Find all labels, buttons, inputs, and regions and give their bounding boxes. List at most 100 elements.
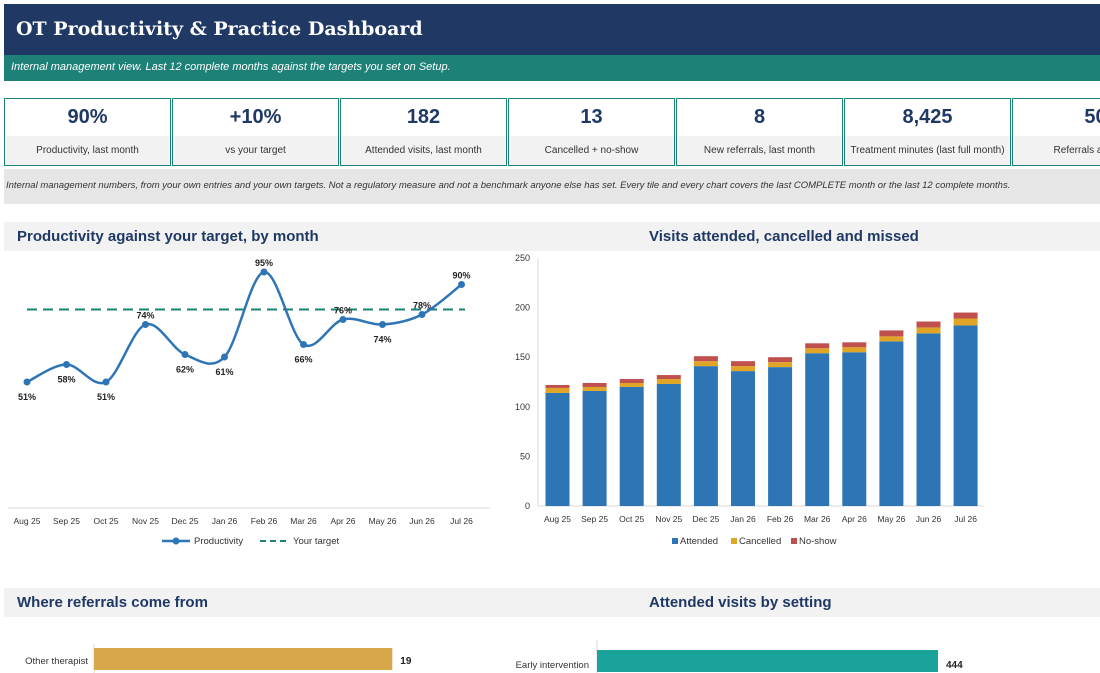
setting-bar xyxy=(597,650,938,672)
x-tick-label: Nov 25 xyxy=(655,514,682,524)
page-subtitle: Internal management view. Last 12 comple… xyxy=(11,61,451,73)
kpi-label: vs your target xyxy=(173,136,338,165)
referral-bar xyxy=(94,648,393,670)
data-label: 58% xyxy=(57,375,75,385)
kpi-value: 90% xyxy=(67,106,108,128)
legend-label: Attended xyxy=(680,536,718,547)
kpi-tiles: 90% Productivity, last month +10% vs you… xyxy=(4,98,1100,168)
kpi-value: 8 xyxy=(753,106,766,128)
x-tick-label: Nov 25 xyxy=(132,516,159,526)
bar-cancelled xyxy=(953,318,978,326)
bar-noshow xyxy=(805,343,830,349)
kpi-value: 13 xyxy=(580,106,603,128)
subtitle-bar: Internal management view. Last 12 comple… xyxy=(4,55,1100,81)
x-tick-label: Oct 25 xyxy=(93,516,118,526)
x-tick-label: Aug 25 xyxy=(544,514,571,524)
bar-cancelled xyxy=(731,366,755,372)
section-header-charts: Productivity against your target, by mon… xyxy=(4,222,1100,251)
x-tick-label: Dec 25 xyxy=(172,516,199,526)
kpi-value: 182 xyxy=(406,106,441,128)
bar-attended xyxy=(656,383,681,506)
bar-attended xyxy=(545,392,570,506)
bar-cancelled xyxy=(879,336,904,342)
data-label: 62% xyxy=(176,365,194,375)
data-label: 66% xyxy=(294,355,312,365)
bar-attended xyxy=(916,333,941,506)
bar-cancelled xyxy=(582,386,607,391)
bar-noshow xyxy=(731,361,755,367)
category-label: Other therapist xyxy=(25,656,88,667)
bar-noshow xyxy=(619,379,644,383)
kpi-tile-treatment-minutes: 8,425 Treatment minutes (last full month… xyxy=(844,98,1011,166)
x-tick-label: Sep 25 xyxy=(53,516,80,526)
productivity-point xyxy=(260,268,268,276)
bar-attended xyxy=(582,390,607,506)
x-tick-label: Jan 26 xyxy=(212,516,238,526)
data-label: 78% xyxy=(413,301,431,311)
kpi-label: Referrals accepted xyxy=(1013,136,1100,165)
productivity-chart: 51% 58% 51% 74% 62% 61% 95% 66% 76% 74% 78% 90% Aug … xyxy=(8,258,490,547)
kpi-tile-cancelled: 13 Cancelled + no-show xyxy=(508,98,675,166)
x-tick-label: Jun 26 xyxy=(409,516,435,526)
y-tick-label: 250 xyxy=(515,253,530,263)
category-label: Early intervention xyxy=(516,660,589,671)
x-tick-label: May 26 xyxy=(877,514,905,524)
bar-cancelled xyxy=(656,379,681,384)
y-tick-label: 100 xyxy=(515,402,530,412)
x-tick-label: Jul 26 xyxy=(954,514,977,524)
legend-label: No-show xyxy=(799,536,837,547)
bar-attended xyxy=(879,341,904,506)
bar-attended xyxy=(693,366,718,506)
x-tick-label: Dec 25 xyxy=(692,514,719,524)
y-tick-label: 150 xyxy=(515,352,530,362)
productivity-point xyxy=(339,316,347,323)
productivity-point xyxy=(300,341,307,348)
productivity-point xyxy=(23,378,31,386)
visits-chart-title: Visits attended, cancelled and missed xyxy=(649,228,919,245)
productivity-chart-title: Productivity against your target, by mon… xyxy=(17,228,319,245)
x-tick-label: Apr 26 xyxy=(842,514,867,524)
bar-attended xyxy=(953,325,978,506)
x-tick-label: Feb 26 xyxy=(767,514,794,524)
x-tick-label: Jun 26 xyxy=(916,514,942,524)
referral-value-label: 19 xyxy=(400,656,412,667)
legend-swatch xyxy=(731,538,737,544)
bar-attended xyxy=(842,352,867,506)
x-tick-label: Mar 26 xyxy=(290,516,317,526)
legend-label: Cancelled xyxy=(739,536,781,547)
settings-chart-title: Attended visits by setting xyxy=(649,594,832,611)
kpi-value: 8,425 xyxy=(902,106,953,128)
bar-cancelled xyxy=(916,327,941,334)
kpi-tile-attended: 182 Attended visits, last month xyxy=(340,98,507,166)
bar-noshow xyxy=(656,375,681,380)
productivity-point xyxy=(458,281,465,288)
data-label: 51% xyxy=(18,392,36,402)
bar-noshow xyxy=(545,384,570,388)
kpi-label: Cancelled + no-show xyxy=(509,136,674,165)
x-tick-label: Mar 26 xyxy=(804,514,831,524)
kpi-label: Attended visits, last month xyxy=(341,136,506,165)
bar-noshow xyxy=(582,382,607,387)
bar-cancelled xyxy=(693,361,718,367)
data-label: 74% xyxy=(136,311,154,321)
kpi-value: 50 xyxy=(1084,106,1100,128)
productivity-point xyxy=(63,361,70,368)
legend-productivity-label: Productivity xyxy=(194,536,243,547)
legend-swatch xyxy=(672,538,678,544)
bar-cancelled xyxy=(805,348,830,354)
bar-noshow xyxy=(879,330,904,337)
productivity-point xyxy=(142,321,149,328)
referrals-chart-title: Where referrals come from xyxy=(17,594,208,611)
bar-noshow xyxy=(916,321,941,328)
y-tick-label: 200 xyxy=(515,303,530,313)
x-tick-label: Feb 26 xyxy=(251,516,278,526)
legend-productivity-marker xyxy=(172,537,180,545)
kpi-tile-referrals-accepted: 50 Referrals accepted xyxy=(1012,98,1100,166)
bar-noshow xyxy=(953,312,978,319)
x-tick-label: May 26 xyxy=(369,516,397,526)
kpi-tile-vs-target: +10% vs your target xyxy=(172,98,339,166)
bar-cancelled xyxy=(619,382,644,387)
bar-attended xyxy=(768,367,793,506)
data-label: 76% xyxy=(334,306,352,316)
disclaimer-banner: Internal management numbers, from your o… xyxy=(4,169,1100,204)
